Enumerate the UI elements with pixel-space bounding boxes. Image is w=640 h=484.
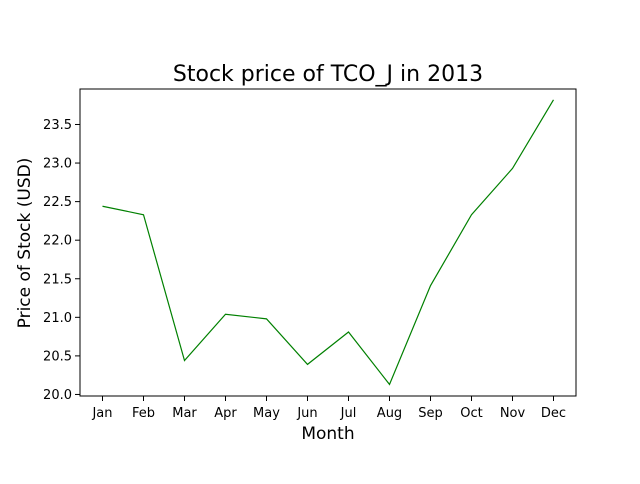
x-tick-label: Apr — [214, 406, 237, 421]
y-tick-label: 21.5 — [43, 272, 72, 287]
x-tick-label: Jul — [340, 406, 357, 421]
x-tick-label: Feb — [132, 406, 155, 421]
x-tick-label: Oct — [460, 406, 482, 421]
x-tick-label: Nov — [500, 406, 526, 421]
y-axis-label: Price of Stock (USD) — [15, 158, 35, 329]
series-line — [102, 99, 555, 386]
y-tick-label: 21.0 — [43, 311, 72, 326]
x-tick-label: Mar — [172, 406, 197, 421]
y-tick-label: 23.5 — [43, 118, 72, 133]
x-axis-ticks: Jan Feb Mar Apr May Jun Jul Aug Sep Oct Nov Dec — [91, 396, 566, 421]
y-tick-label: 22.5 — [43, 195, 72, 210]
y-axis-ticks: 20.0 20.5 21.0 21.5 22.0 22.5 23.0 23.5 — [43, 118, 80, 403]
x-tick-label: Jun — [296, 406, 317, 421]
y-tick-label: 20.5 — [43, 349, 72, 364]
x-tick-label: May — [253, 406, 280, 421]
x-tick-label: Dec — [541, 406, 566, 421]
x-tick-label: Jan — [91, 406, 112, 421]
x-tick-label: Sep — [418, 406, 443, 421]
plot-area-frame — [79, 88, 577, 397]
chart-title: Stock price of TCO_J in 2013 — [173, 62, 483, 87]
x-tick-label: Aug — [377, 406, 402, 421]
y-tick-label: 23.0 — [43, 157, 72, 172]
y-tick-label: 22.0 — [43, 234, 72, 249]
y-tick-label: 20.0 — [43, 388, 72, 403]
x-axis-label: Month — [301, 424, 354, 444]
